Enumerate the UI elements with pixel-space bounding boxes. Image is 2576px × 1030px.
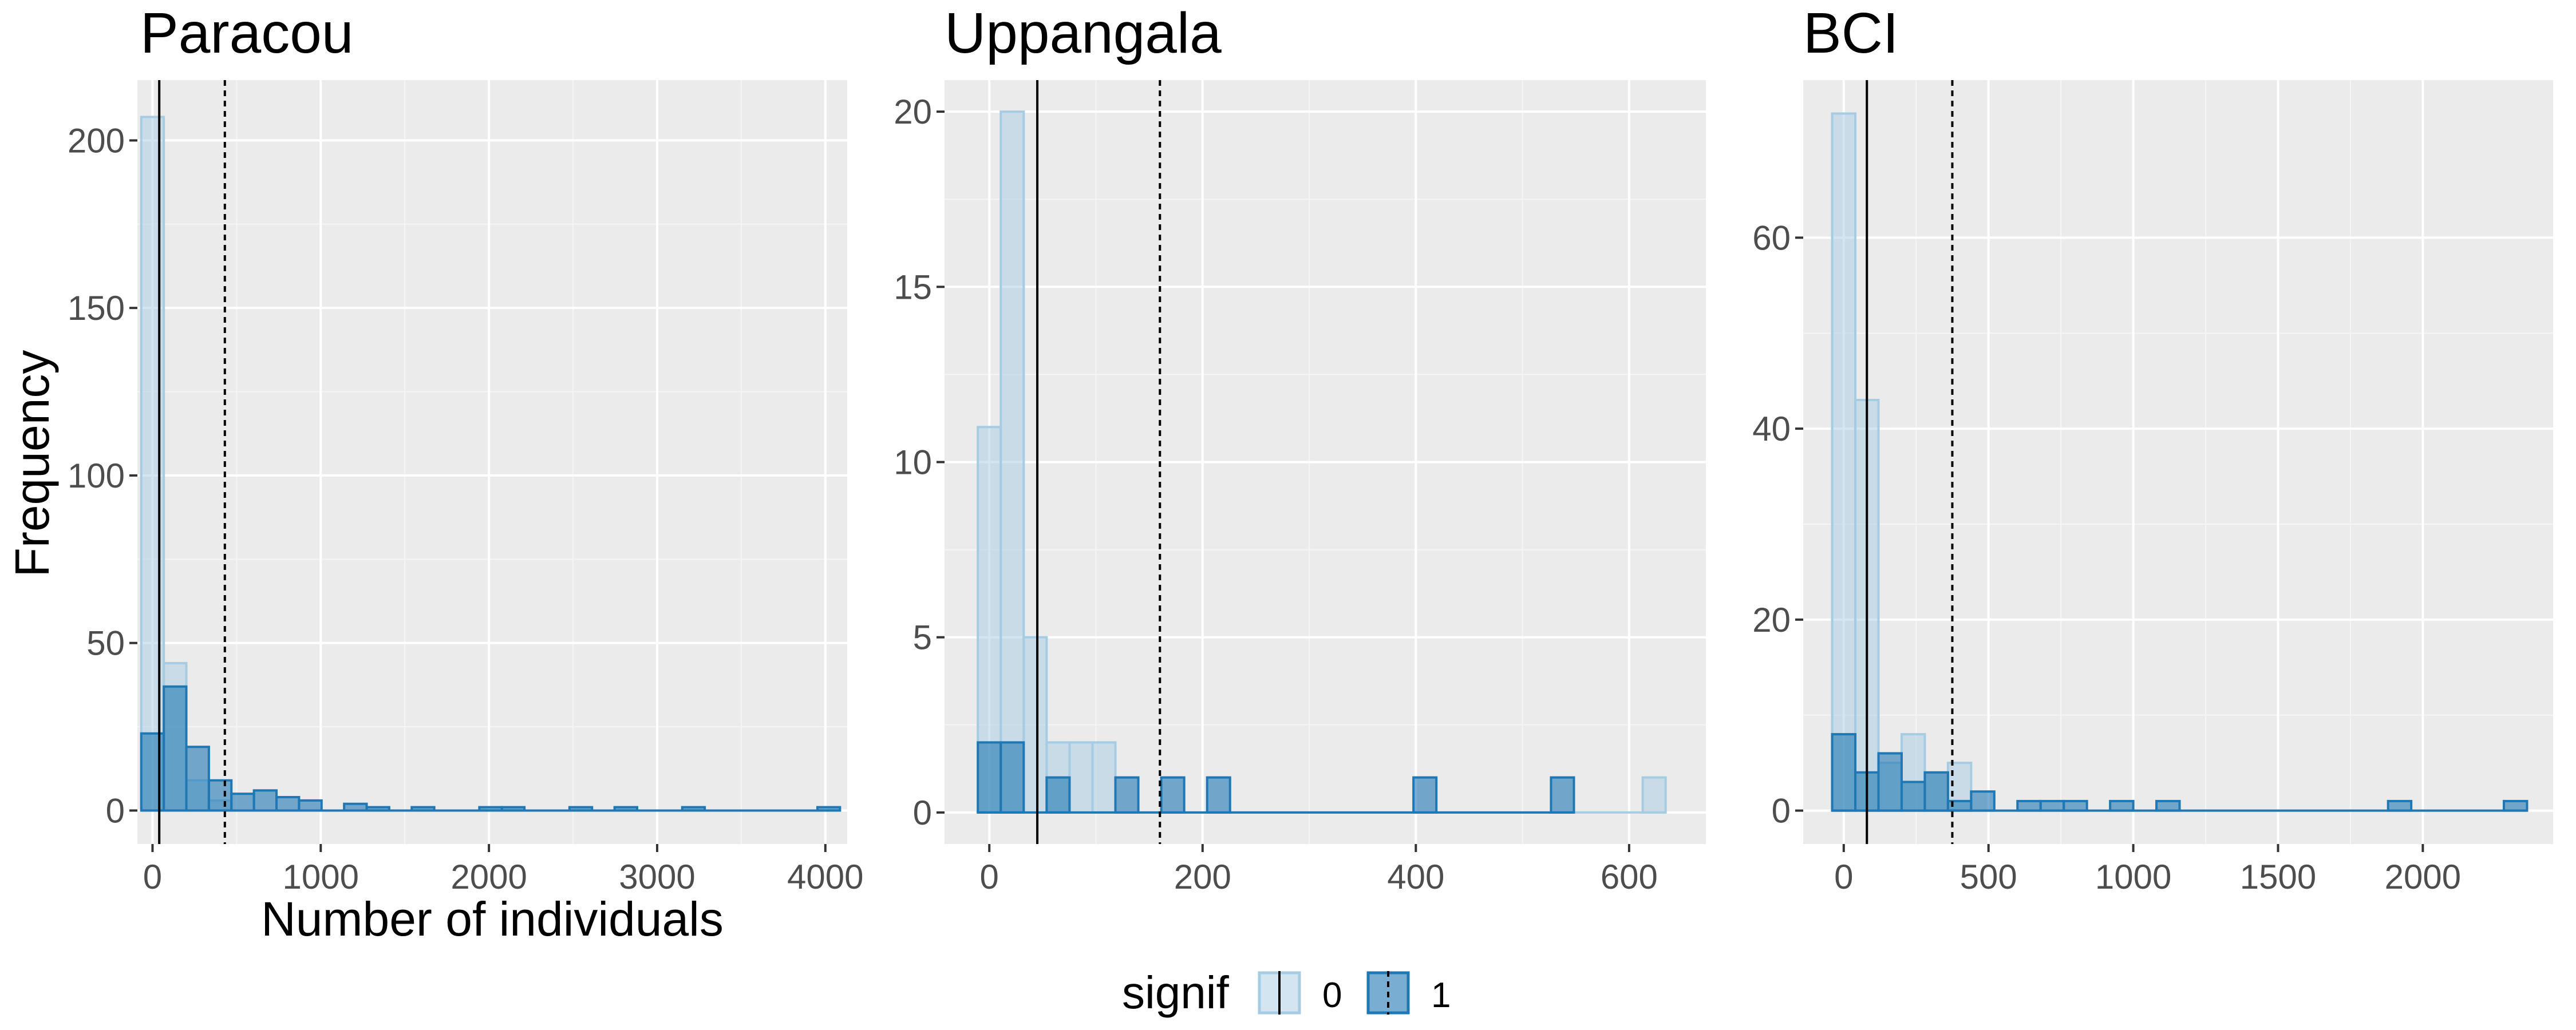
y-tick-label: 15 bbox=[894, 268, 932, 306]
histogram-bar-signif-1 bbox=[207, 779, 233, 812]
x-tick-label: 2000 bbox=[451, 858, 527, 896]
x-axis-title: Number of individuals bbox=[261, 892, 724, 946]
histogram-bar-signif-1 bbox=[2155, 799, 2181, 812]
legend: signif 0 1 bbox=[1122, 967, 1451, 1018]
histogram-bar-signif-1 bbox=[1900, 781, 1926, 812]
x-tick-label: 4000 bbox=[787, 858, 863, 896]
legend-key-1: 1 bbox=[1366, 971, 1451, 1015]
x-tick-label: 400 bbox=[1387, 858, 1444, 896]
panel-uppangala: 0 200 400 600 0 5 10 15 20 Uppangala bbox=[894, 1, 1706, 896]
panel-bci: 0 500 1000 1500 2000 0 20 40 60 BCI bbox=[1752, 1, 2553, 896]
y-tick-label: 0 bbox=[913, 794, 932, 832]
histogram-bar-signif-1 bbox=[2016, 799, 2042, 812]
histogram-bar-signif-0 bbox=[140, 116, 165, 812]
y-tick-label: 0 bbox=[106, 791, 125, 830]
histogram-bar-signif-1 bbox=[2109, 799, 2135, 812]
y-tick-label: 40 bbox=[1752, 410, 1791, 448]
x-tick-label: 200 bbox=[1174, 858, 1231, 896]
histogram-bar-signif-1 bbox=[185, 746, 210, 812]
histogram-bar-signif-0 bbox=[1068, 741, 1094, 814]
y-tick-label: 50 bbox=[86, 624, 125, 663]
panel-title: Paracou bbox=[140, 1, 353, 65]
histogram-bar-signif-1 bbox=[140, 732, 165, 812]
histogram-bar-signif-0 bbox=[999, 110, 1025, 814]
histogram-bar-signif-1 bbox=[2039, 799, 2065, 812]
histogram-bar-signif-0 bbox=[1091, 741, 1117, 814]
histogram-bar-signif-1 bbox=[1923, 771, 1949, 812]
histogram-bar-signif-1 bbox=[1045, 776, 1071, 814]
panel-axis-ticks: 0 200 400 600 0 5 10 15 20 bbox=[894, 93, 1658, 896]
panel-reference-lines bbox=[158, 80, 226, 844]
panel-bars bbox=[1831, 112, 2528, 812]
histogram-bar-signif-1 bbox=[1160, 776, 1186, 814]
histogram-bar-signif-1 bbox=[230, 793, 255, 812]
panel-background bbox=[1803, 80, 2553, 844]
histogram-bar-signif-1 bbox=[1114, 776, 1140, 814]
y-tick-label: 0 bbox=[1772, 792, 1791, 830]
panel-paracou: 0 1000 2000 3000 4000 0 50 100 150 200 Paracou Nu… bbox=[5, 1, 864, 946]
x-tick-label: 1000 bbox=[283, 858, 359, 896]
panel-title: BCI bbox=[1803, 1, 1899, 65]
panel-axis-ticks: 0 500 1000 1500 2000 0 20 40 60 bbox=[1752, 219, 2461, 896]
legend-label-1: 1 bbox=[1431, 976, 1451, 1015]
legend-title: signif bbox=[1122, 967, 1230, 1018]
histogram-bar-signif-1 bbox=[1412, 776, 1438, 814]
y-tick-label: 5 bbox=[913, 619, 932, 657]
y-tick-label: 20 bbox=[1752, 601, 1791, 639]
panel-reference-lines bbox=[1036, 80, 1161, 844]
panel-title: Uppangala bbox=[945, 1, 1222, 65]
y-tick-label: 10 bbox=[894, 443, 932, 482]
histogram-bar-signif-1 bbox=[1206, 776, 1231, 814]
histogram-bar-signif-1 bbox=[1831, 733, 1857, 812]
histogram-bar-signif-1 bbox=[252, 789, 278, 812]
y-axis-title: Frequency bbox=[5, 350, 59, 577]
panel-bars bbox=[977, 110, 1667, 814]
x-tick-label: 500 bbox=[1960, 858, 2017, 896]
histogram-bar-signif-0 bbox=[1641, 776, 1667, 814]
histogram-bar-signif-1 bbox=[298, 799, 323, 812]
histogram-bar-signif-1 bbox=[1970, 790, 1996, 812]
x-tick-label: 0 bbox=[143, 858, 162, 896]
histogram-bar-signif-1 bbox=[163, 685, 188, 812]
legend-key-0: 0 bbox=[1258, 971, 1342, 1015]
y-tick-label: 100 bbox=[68, 457, 125, 495]
panel-axis-ticks: 0 1000 2000 3000 4000 0 50 100 150 200 bbox=[68, 121, 864, 896]
histogram-bar-signif-1 bbox=[275, 796, 301, 812]
histogram-bar-signif-0 bbox=[1022, 636, 1048, 814]
panel-background bbox=[137, 80, 847, 844]
histogram-bar-signif-1 bbox=[977, 741, 1002, 814]
histogram-bar-signif-1 bbox=[1550, 776, 1575, 814]
x-tick-label: 0 bbox=[980, 858, 999, 896]
y-tick-label: 20 bbox=[894, 93, 932, 131]
x-tick-label: 1500 bbox=[2240, 858, 2316, 896]
y-tick-label: 200 bbox=[68, 121, 125, 160]
x-tick-label: 600 bbox=[1601, 858, 1658, 896]
histogram-bar-signif-1 bbox=[1877, 752, 1903, 812]
histogram-bar-signif-1 bbox=[2503, 799, 2528, 812]
x-tick-label: 0 bbox=[1834, 858, 1853, 896]
y-tick-label: 150 bbox=[68, 289, 125, 327]
legend-label-0: 0 bbox=[1322, 976, 1342, 1015]
x-tick-label: 1000 bbox=[2095, 858, 2171, 896]
panel-reference-lines bbox=[1866, 80, 1954, 844]
x-tick-label: 3000 bbox=[619, 858, 695, 896]
histogram-bar-signif-1 bbox=[2063, 799, 2088, 812]
y-tick-label: 60 bbox=[1752, 219, 1791, 257]
x-tick-label: 2000 bbox=[2385, 858, 2461, 896]
histogram-bar-signif-0 bbox=[1831, 112, 1857, 812]
histogram-bar-signif-1 bbox=[999, 741, 1025, 814]
histogram-bar-signif-1 bbox=[2387, 799, 2413, 812]
